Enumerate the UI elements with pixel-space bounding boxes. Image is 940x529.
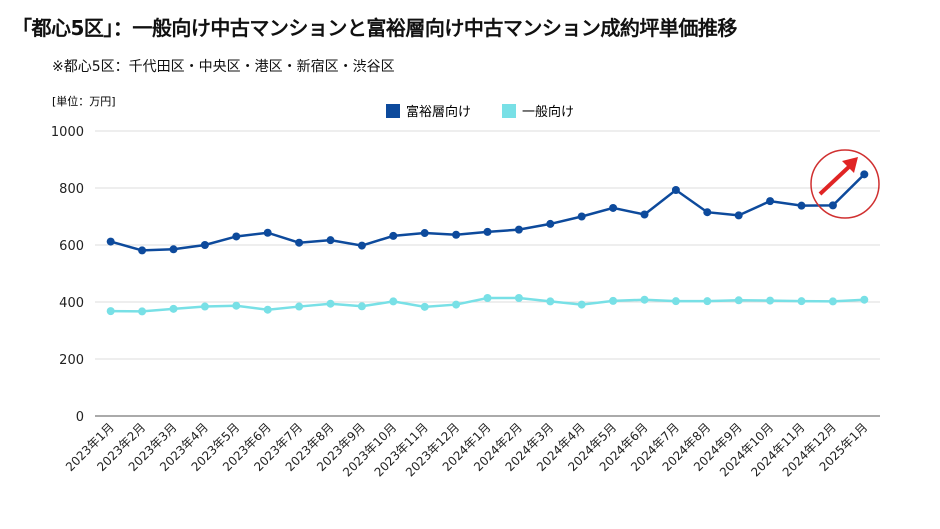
data-point-series-1	[640, 295, 649, 304]
data-point-series-1	[703, 297, 712, 306]
data-point-series-1	[671, 297, 680, 306]
series-line-0	[110, 173, 866, 252]
legend-swatch-series-0	[386, 104, 400, 118]
data-point-series-1	[326, 299, 335, 308]
data-point-series-1	[389, 297, 398, 306]
data-point-series-1	[420, 302, 429, 311]
data-point-series-0	[734, 211, 743, 220]
data-point-series-1	[263, 305, 272, 314]
y-tick-label: 600	[59, 239, 84, 254]
data-point-series-0	[577, 212, 586, 221]
chart-title: 「都心5区」：一般向け中古マンションと富裕層向け中古マンション成約坪単価推移	[12, 16, 737, 40]
data-point-series-0	[828, 201, 837, 210]
data-point-series-0	[169, 245, 178, 254]
data-point-series-0	[326, 236, 335, 245]
chart-subtitle: ※都心5区：千代田区・中央区・港区・新宿区・渋谷区	[52, 59, 395, 75]
data-point-series-0	[640, 210, 649, 219]
legend-label-series-0: 富裕層向け	[406, 104, 471, 120]
data-point-series-0	[483, 227, 492, 236]
data-point-series-0	[860, 170, 869, 179]
data-point-series-0	[389, 231, 398, 240]
up-arrow-icon	[818, 162, 854, 196]
data-point-series-1	[860, 295, 869, 304]
up-arrow-head-icon	[842, 157, 858, 173]
data-point-series-0	[452, 230, 461, 239]
data-point-series-0	[797, 201, 806, 210]
data-point-series-1	[452, 300, 461, 309]
highlight-circle	[810, 149, 880, 219]
legend: 富裕層向け 一般向け	[386, 104, 574, 120]
data-point-series-0	[609, 203, 618, 212]
data-point-series-1	[766, 296, 775, 305]
data-point-series-0	[546, 219, 555, 228]
data-point-series-1	[232, 301, 241, 310]
data-point-series-0	[295, 238, 304, 247]
data-point-series-1	[514, 294, 523, 303]
data-point-series-1	[138, 307, 147, 316]
data-point-series-1	[200, 302, 209, 311]
data-point-series-0	[703, 208, 712, 217]
highlight-annotation	[810, 149, 880, 219]
data-point-series-0	[514, 225, 523, 234]
data-point-series-1	[357, 302, 366, 311]
data-point-series-1	[295, 302, 304, 311]
data-point-series-1	[577, 300, 586, 309]
data-point-series-1	[609, 296, 618, 305]
data-point-series-0	[420, 229, 429, 238]
data-point-series-0	[232, 232, 241, 241]
data-point-series-0	[357, 241, 366, 250]
y-tick-label: 400	[59, 296, 84, 311]
data-point-series-1	[106, 307, 115, 316]
y-tick-label: 1000	[51, 125, 84, 140]
unit-label: [単位：万円]	[52, 94, 116, 108]
data-point-series-1	[734, 296, 743, 305]
y-tick-label: 200	[59, 353, 84, 368]
data-point-series-1	[797, 297, 806, 306]
data-point-series-1	[546, 297, 555, 306]
data-point-series-1	[169, 304, 178, 313]
y-tick-label: 0	[76, 410, 84, 425]
data-point-series-0	[671, 185, 680, 194]
data-point-series-0	[766, 197, 775, 206]
legend-swatch-series-1	[502, 104, 516, 118]
y-tick-label: 800	[59, 182, 84, 197]
data-point-series-1	[483, 294, 492, 303]
data-point-series-0	[200, 241, 209, 249]
legend-label-series-1: 一般向け	[522, 104, 574, 120]
data-point-series-0	[138, 246, 147, 255]
data-point-series-0	[263, 228, 272, 237]
data-point-series-1	[828, 297, 837, 306]
data-point-series-0	[106, 237, 115, 246]
